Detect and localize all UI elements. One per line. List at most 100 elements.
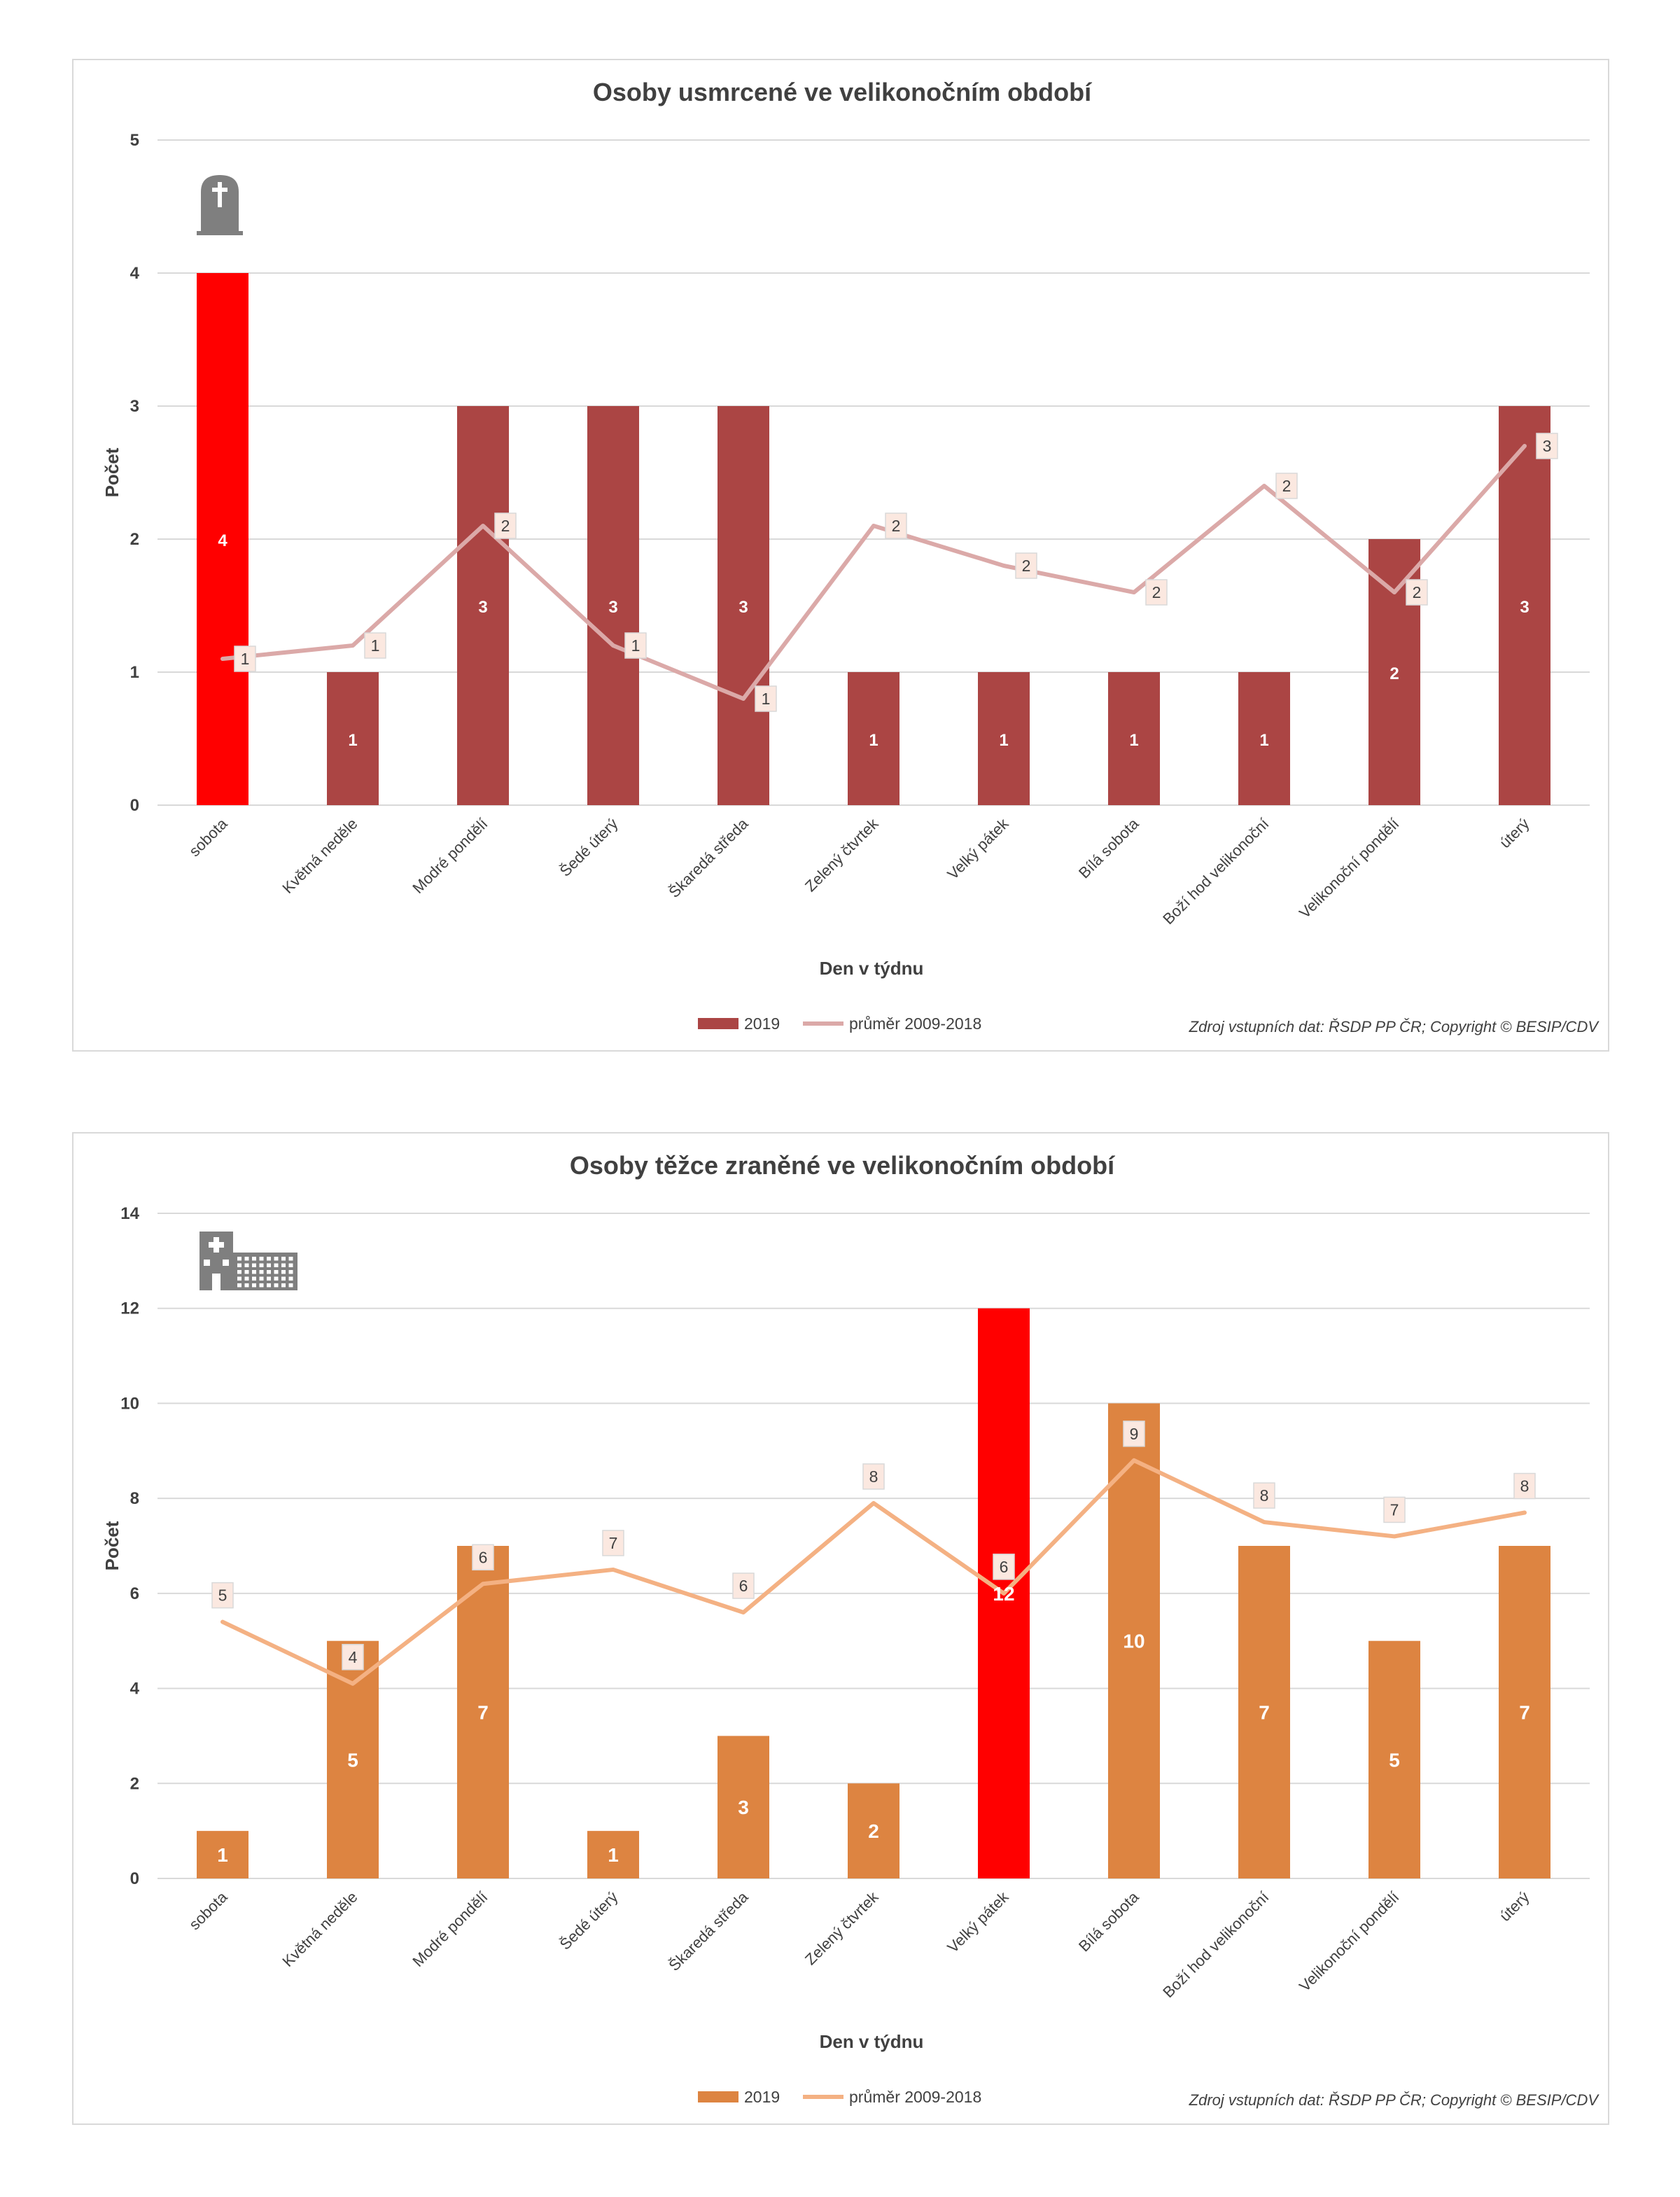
bar-data-label: 1 bbox=[217, 1844, 228, 1866]
line-label-box bbox=[602, 1530, 624, 1556]
y-tick-label: 12 bbox=[120, 1299, 139, 1318]
x-tick-label: Květná neděle bbox=[279, 1888, 360, 1970]
bar-data-label: 3 bbox=[738, 598, 748, 617]
y-tick-label: 0 bbox=[130, 796, 139, 815]
bar-2019 bbox=[1108, 672, 1160, 805]
bar-data-label: 7 bbox=[1259, 1702, 1270, 1724]
line-data-label: 1 bbox=[762, 690, 771, 708]
x-tick-label: Škaredá středa bbox=[665, 1888, 752, 1974]
bar-data-label: 5 bbox=[1389, 1749, 1400, 1771]
bar-data-label: 3 bbox=[478, 598, 487, 617]
bar-data-label: 2 bbox=[868, 1820, 879, 1842]
bar-data-label: 7 bbox=[1519, 1702, 1530, 1724]
bar-data-label: 10 bbox=[1123, 1631, 1144, 1652]
line-label-box bbox=[755, 685, 777, 712]
bar-data-label: 1 bbox=[869, 731, 878, 750]
line-label-box bbox=[1145, 579, 1168, 606]
y-tick-label: 1 bbox=[130, 663, 139, 682]
bar-2019 bbox=[848, 672, 899, 805]
source-note: Zdroj vstupních dat: ŘSDP PP ČR; Copyrig… bbox=[1189, 1018, 1600, 1035]
bar-2019 bbox=[848, 1783, 899, 1878]
bar-data-label: 3 bbox=[1520, 598, 1529, 617]
bar-2019 bbox=[1108, 1403, 1160, 1878]
x-tick-label: Boží hod velikonoční bbox=[1159, 1888, 1272, 2001]
hospital-icon bbox=[200, 1232, 298, 1290]
chart-panel-fatalities: Osoby usmrcené ve velikonočním období 0 1 2… bbox=[72, 59, 1609, 1052]
chart-title: Osoby těžce zraněné ve velikonočním obdo… bbox=[570, 1151, 1115, 1180]
bar-2019 bbox=[978, 672, 1030, 805]
line-data-label: 7 bbox=[609, 1534, 618, 1552]
line-data-label: 2 bbox=[892, 517, 901, 535]
line-data-label: 1 bbox=[241, 650, 250, 668]
bar-data-label: 3 bbox=[738, 1797, 749, 1818]
line-label-box bbox=[1253, 1482, 1275, 1509]
bar-2019 bbox=[718, 1736, 769, 1878]
x-tick-label: Škaredá středa bbox=[665, 814, 752, 901]
bar-2019 bbox=[718, 406, 769, 805]
line-label-box bbox=[993, 1554, 1015, 1580]
x-tick-label: Šedé úterý bbox=[556, 1888, 622, 1953]
line-data-label: 2 bbox=[1152, 583, 1161, 601]
line-data-label: 8 bbox=[869, 1467, 878, 1486]
bar-data-label: 1 bbox=[1129, 731, 1138, 750]
line-data-label: 3 bbox=[1543, 437, 1552, 455]
legend-swatch-bar bbox=[698, 2091, 738, 2102]
x-tick-label: úterý bbox=[1496, 815, 1532, 851]
bar-2019 bbox=[327, 672, 379, 805]
line-label-box bbox=[1015, 552, 1037, 579]
x-tick-label: Šedé úterý bbox=[556, 815, 622, 880]
x-tick-label: Bílá sobota bbox=[1075, 814, 1142, 881]
legend-swatch-bar bbox=[698, 1018, 738, 1029]
line-label-box bbox=[1536, 433, 1558, 459]
y-tick-label: 4 bbox=[130, 264, 140, 283]
line-label-box bbox=[1275, 473, 1298, 499]
legend-label-2019: 2019 bbox=[744, 1014, 780, 1033]
bar-data-label: 7 bbox=[477, 1702, 489, 1724]
y-tick-label: 3 bbox=[130, 397, 139, 416]
source-note: Zdroj vstupních dat: ŘSDP PP ČR; Copyrig… bbox=[1189, 2091, 1600, 2109]
chart-serious-injuries: Osoby těžce zraněné ve velikonočním obdo… bbox=[102, 1151, 1600, 2109]
line-label-box bbox=[624, 632, 647, 659]
bar-data-label: 1 bbox=[1259, 731, 1268, 750]
x-tick-label: Modré pondělí bbox=[409, 1888, 491, 1970]
y-tick-label: 6 bbox=[130, 1584, 139, 1603]
bar-2019 bbox=[327, 1640, 379, 1878]
line-data-label: 2 bbox=[1022, 557, 1031, 575]
bar-2019 bbox=[1238, 1546, 1290, 1878]
y-tick-label: 10 bbox=[120, 1394, 139, 1413]
line-data-label: 6 bbox=[1000, 1558, 1009, 1576]
y-tick-label: 0 bbox=[130, 1869, 139, 1888]
line-data-label: 6 bbox=[739, 1577, 748, 1595]
bar-data-label: 3 bbox=[608, 598, 617, 617]
bar-data-label: 1 bbox=[608, 1844, 619, 1866]
line-data-label: 4 bbox=[349, 1648, 358, 1666]
line-label-box bbox=[1406, 579, 1428, 606]
x-tick-label: Květná neděle bbox=[279, 815, 360, 897]
bar-2019 bbox=[587, 1831, 639, 1878]
x-tick-label: Modré pondělí bbox=[409, 815, 491, 897]
line-label-box bbox=[342, 1644, 364, 1671]
bar-data-label: 12 bbox=[993, 1583, 1014, 1605]
y-axis-title: Počet bbox=[102, 447, 122, 497]
x-axis-title: Den v týdnu bbox=[820, 2031, 924, 2052]
bar-data-label: 2 bbox=[1390, 664, 1399, 683]
y-tick-label: 5 bbox=[130, 131, 139, 150]
bar-data-label: 4 bbox=[218, 531, 227, 550]
x-tick-label: Velký pátek bbox=[944, 1888, 1012, 1956]
bar-data-label: 5 bbox=[347, 1749, 358, 1771]
y-tick-label: 2 bbox=[130, 530, 139, 549]
y-axis-title: Počet bbox=[102, 1521, 122, 1570]
line-data-label: 1 bbox=[371, 636, 380, 655]
x-axis-title: Den v týdnu bbox=[820, 958, 924, 979]
line-label-box bbox=[1383, 1496, 1406, 1523]
bar-2019 bbox=[587, 406, 639, 805]
bar-2019 bbox=[1499, 1546, 1550, 1878]
line-label-box bbox=[862, 1463, 885, 1490]
line-data-label: 8 bbox=[1260, 1486, 1269, 1505]
x-tick-label: Zelený čtvrtek bbox=[802, 814, 882, 895]
chart-panel-serious-injuries: Osoby těžce zraněné ve velikonočním obdo… bbox=[72, 1132, 1609, 2125]
y-tick-label: 4 bbox=[130, 1680, 140, 1699]
line-data-label: 8 bbox=[1520, 1477, 1530, 1495]
bar-2019 bbox=[1368, 1640, 1420, 1878]
legend-label-average: průměr 2009-2018 bbox=[849, 2088, 981, 2106]
